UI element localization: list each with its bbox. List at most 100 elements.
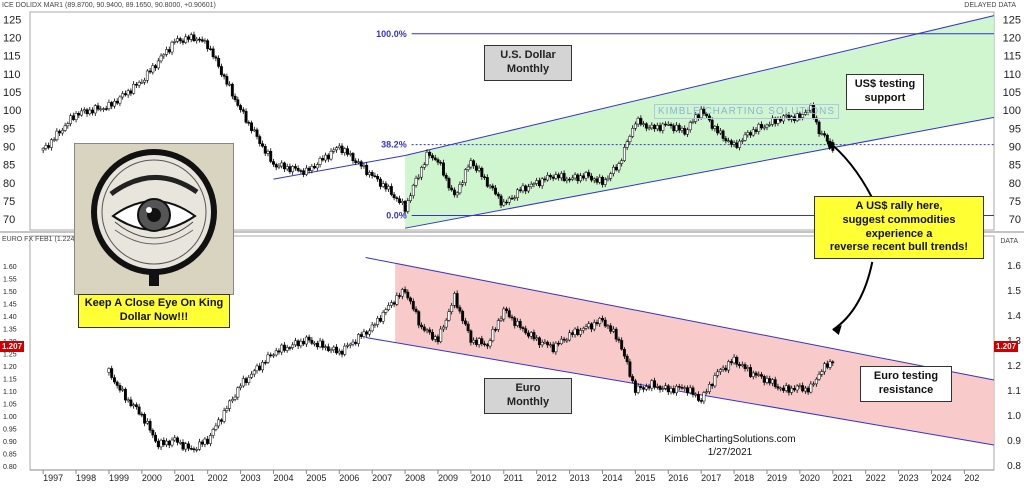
candle-body [622,147,626,161]
candle-body [790,388,794,393]
candle-body [107,102,111,109]
candle-body [765,378,769,383]
candle-body [439,328,443,343]
candle-body [340,350,344,355]
candle-body [409,195,413,201]
candle-body [244,111,248,123]
candle-body [282,162,286,170]
y-tick-right: 1.5 [1007,286,1021,297]
candle-body [326,154,330,160]
candle-body [428,329,432,333]
candle-body [576,328,580,335]
candle-body [710,119,714,129]
candle-body [718,130,722,134]
candle-body [277,165,281,168]
candle-body [513,317,517,326]
candle-body [527,332,530,337]
candle-body [521,185,525,192]
candle-body [200,39,204,42]
candle-body [255,365,259,372]
candle-body [803,112,807,115]
x-tick-label: 2005 [306,473,326,483]
candle-body [118,385,122,391]
candle-body [187,36,190,40]
candle-body [754,129,758,132]
candle-body [474,339,478,345]
candle-body [315,342,319,348]
candle-body [225,408,229,411]
candle-body [675,124,678,132]
candle-body [551,344,555,353]
candle-body [436,336,440,343]
candle-body [505,308,508,311]
candle-body [798,385,802,387]
candle-body [159,439,163,448]
y-tick-right: 115 [1003,51,1021,63]
candle-body [310,339,314,344]
candle-body [546,175,550,181]
candle-body [444,319,448,328]
candle-body [798,113,802,118]
candle-body [293,340,297,346]
candle-body [573,174,577,179]
x-tick-label: 2011 [504,473,523,483]
candle-body [516,189,519,198]
candle-body [581,175,585,179]
candle-body [633,380,637,393]
candle-body [606,325,610,327]
candle-body [143,79,147,83]
candle-body [288,166,292,173]
candle-body [447,178,451,189]
candle-body [765,124,769,128]
candle-body [266,354,270,363]
candle-body [768,124,772,126]
candle-body [754,372,758,376]
candle-body [329,151,333,160]
candle-body [537,180,541,187]
euro-channel-bottom [365,337,995,446]
x-tick-label: 2021 [833,473,853,483]
candle-body [727,361,731,371]
candle-body [222,410,226,422]
candle-body [628,136,632,142]
candle-body [93,105,97,114]
candle-body [447,311,451,321]
candle-body [814,117,818,123]
candle-body [258,365,262,371]
candle-body [570,177,574,180]
candle-body [702,108,706,114]
candle-body [609,325,613,332]
candle-body [132,83,136,94]
candle-body [499,195,503,206]
candle-body [299,340,303,347]
candle-body [771,379,774,384]
candle-body [422,164,426,168]
candle-body [184,443,188,450]
candle-body [400,289,404,297]
candle-body [458,307,462,312]
y-tick-right: 125 [1003,14,1021,26]
candle-body [740,364,744,367]
y-tick-left: 1.55 [3,277,17,284]
candle-body [740,140,744,142]
candle-body [346,344,349,347]
candle-body [285,347,289,351]
candle-body [677,124,681,131]
candle-body [420,324,423,328]
candle-body [576,174,580,182]
candle-body [795,113,799,121]
candle-body [107,368,111,373]
candle-body [483,343,487,346]
candle-body [496,193,500,197]
candle-body [617,163,621,171]
candle-body [812,105,816,119]
candle-body [760,374,763,377]
candle-body [617,338,621,341]
x-tick-label: 2018 [734,473,754,483]
usd-title-box: U.S. Dollar Monthly [484,45,572,81]
candle-body [537,337,541,346]
candle-body [524,328,528,334]
candle-body [713,375,717,387]
euro-channel [395,262,994,445]
